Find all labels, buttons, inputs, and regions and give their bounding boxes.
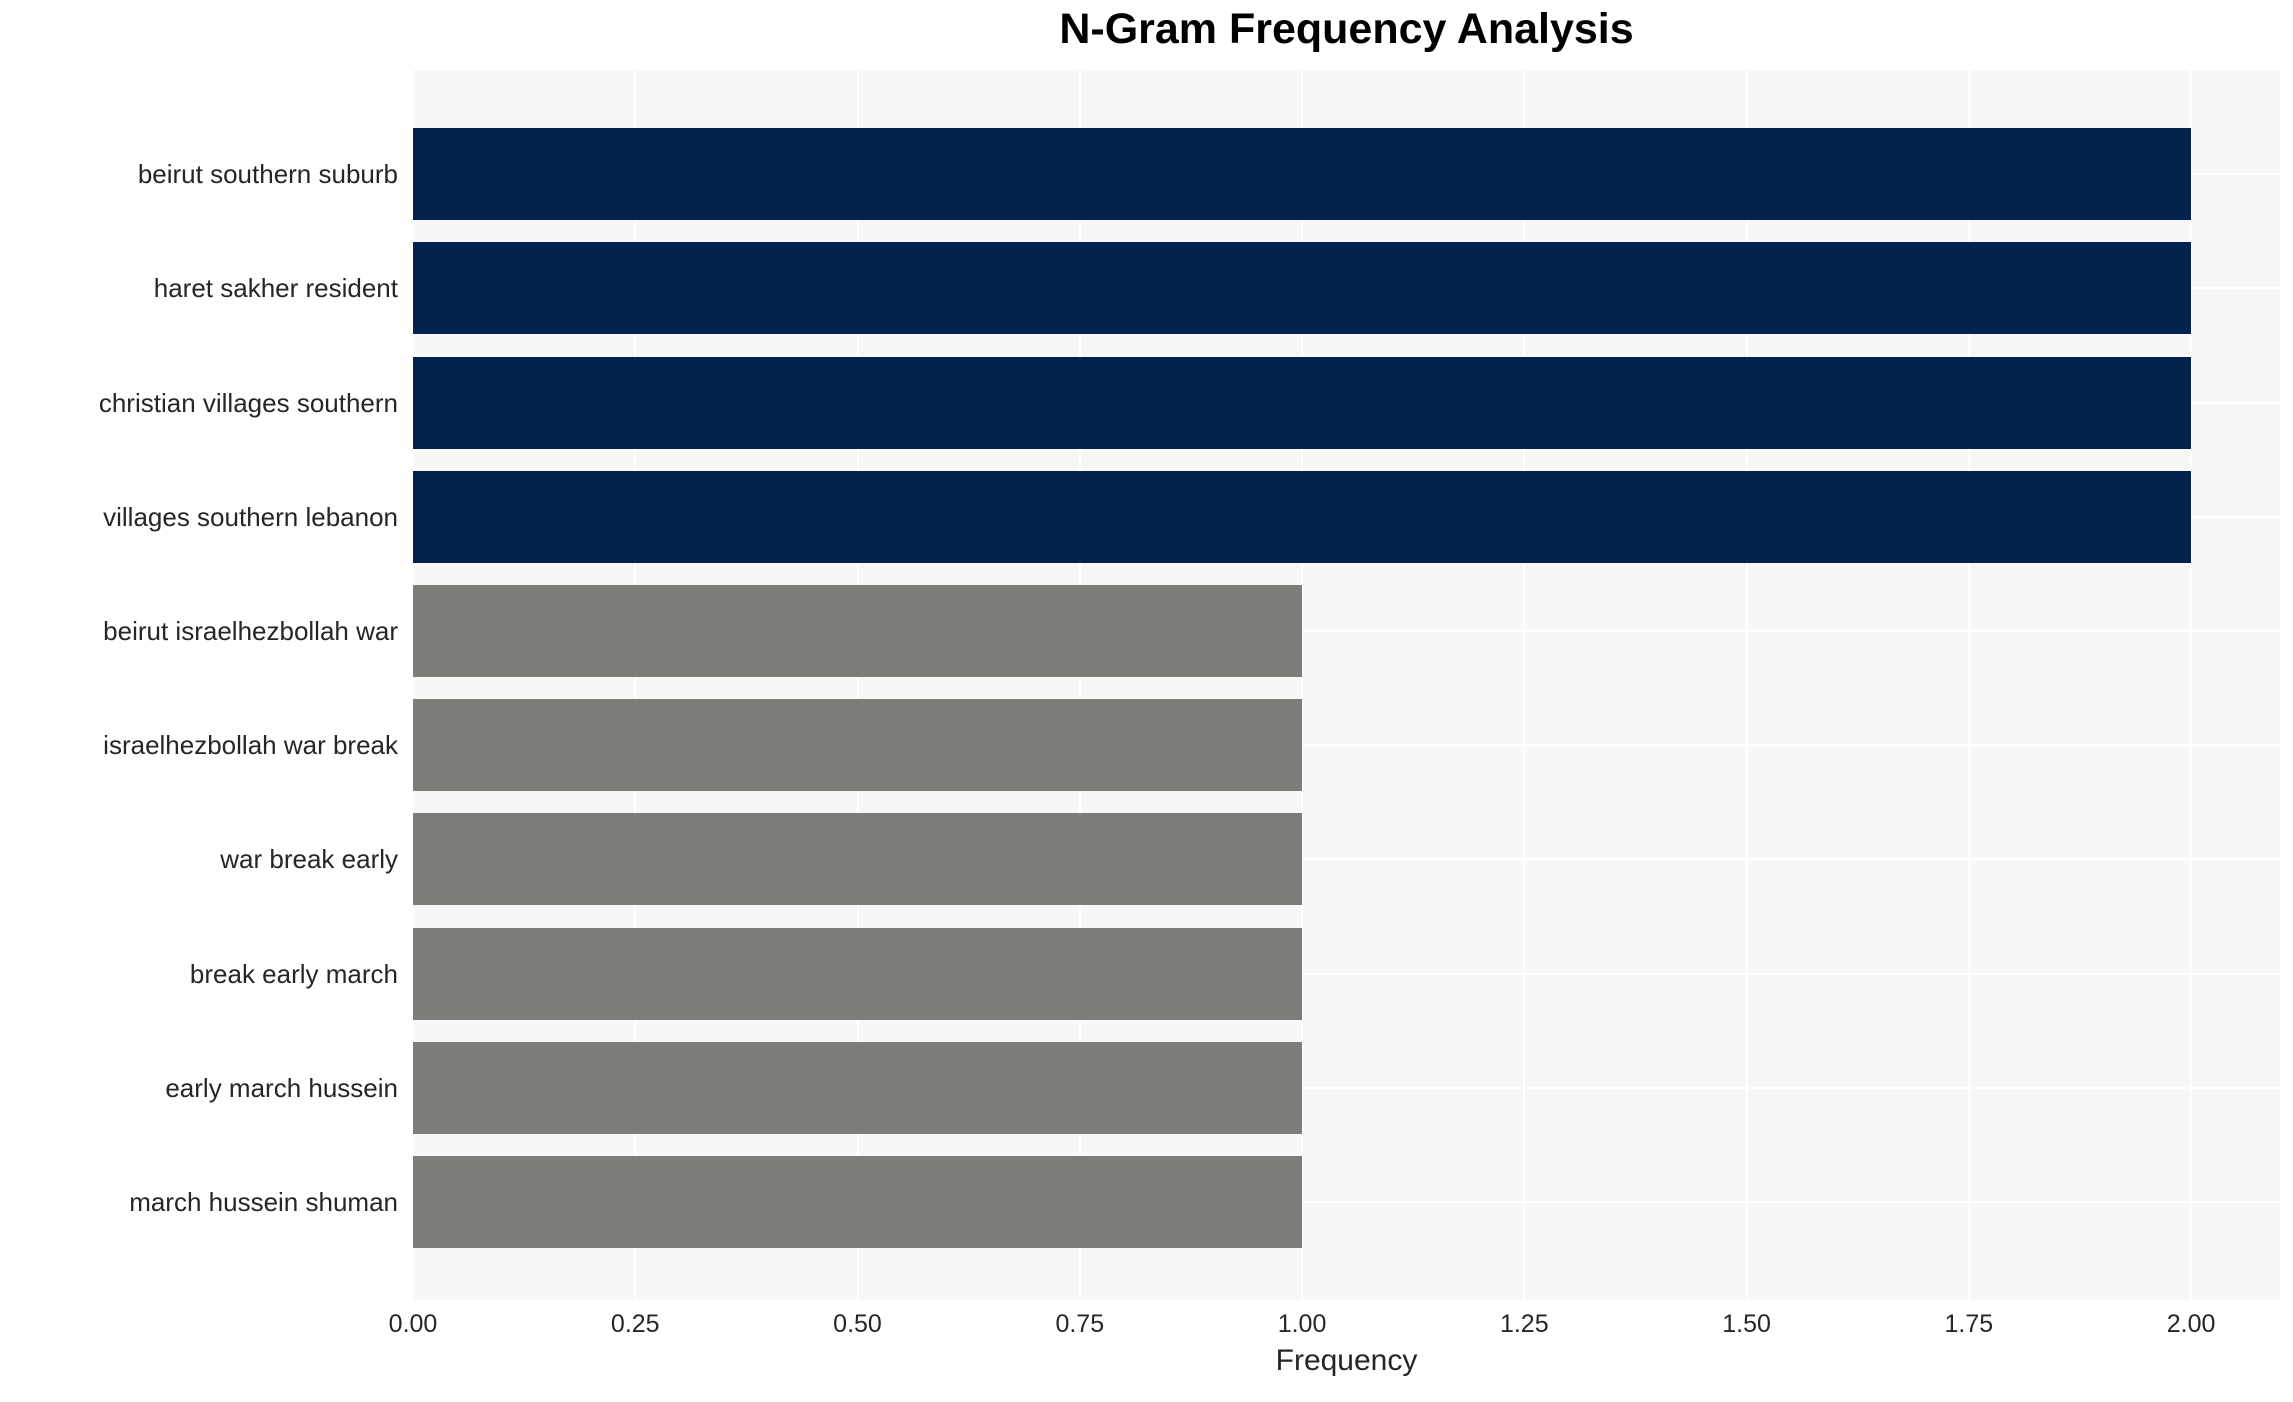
x-axis-title: Frequency	[1275, 1344, 1418, 1377]
bar-christian-villages-southern	[413, 356, 2192, 449]
vertical-gridline	[1745, 70, 1748, 1300]
y-tick-label: beirut southern suburb	[137, 159, 398, 190]
x-tick-label: 1.50	[1722, 1310, 1771, 1338]
bar-war-break-early	[413, 813, 1303, 906]
vertical-gridline	[1523, 70, 1526, 1300]
y-tick-label: early march hussein	[165, 1072, 398, 1103]
horizontal-gridline	[413, 858, 2280, 861]
x-tick-label: 0.75	[1055, 1310, 1105, 1338]
bar-israelhezbollah-war-break	[413, 699, 1303, 792]
y-tick-label: beirut israelhezbollah war	[103, 615, 398, 646]
x-tick-label: 2.00	[2166, 1310, 2216, 1338]
vertical-gridline	[1301, 70, 1304, 1300]
x-tick-label: 1.75	[1944, 1310, 1994, 1338]
bar-break-early-march	[413, 927, 1303, 1020]
vertical-gridline	[634, 70, 637, 1300]
bar-beirut-israelhezbollah-war	[413, 584, 1303, 677]
y-tick-label: israelhezbollah war break	[103, 730, 398, 761]
bar-beirut-southern-suburb	[413, 128, 2192, 221]
horizontal-gridline	[413, 972, 2280, 975]
bar-early-march-hussein	[413, 1041, 1303, 1134]
horizontal-gridline	[413, 744, 2280, 747]
y-tick-label: break early march	[189, 958, 398, 989]
bar-villages-southern-lebanon	[413, 470, 2192, 563]
y-tick-label: haret sakher resident	[153, 273, 398, 304]
y-tick-label: christian villages southern	[98, 387, 398, 418]
horizontal-gridline	[413, 1086, 2280, 1089]
vertical-gridline	[856, 70, 859, 1300]
x-tick-label: 1.25	[1499, 1310, 1549, 1338]
bar-march-hussein-shuman	[413, 1155, 1303, 1248]
x-tick-label: 0.25	[610, 1310, 660, 1338]
x-tick-label: 0.00	[388, 1310, 438, 1338]
vertical-gridline	[2190, 70, 2193, 1300]
x-tick-label: 1.00	[1277, 1310, 1327, 1338]
horizontal-gridline	[413, 1200, 2280, 1203]
y-tick-label: villages southern lebanon	[103, 501, 398, 532]
bar-haret-sakher-resident	[413, 242, 2192, 335]
x-tick-label: 0.50	[833, 1310, 882, 1338]
vertical-gridline	[412, 70, 414, 1300]
vertical-gridline	[1967, 70, 1970, 1300]
y-tick-label: march hussein shuman	[129, 1186, 398, 1217]
y-tick-label: war break early	[220, 844, 398, 875]
vertical-gridline	[1078, 70, 1081, 1300]
plot-area	[412, 70, 2280, 1300]
horizontal-gridline	[413, 629, 2280, 632]
chart-title: N-Gram Frequency Analysis	[1059, 5, 1634, 53]
